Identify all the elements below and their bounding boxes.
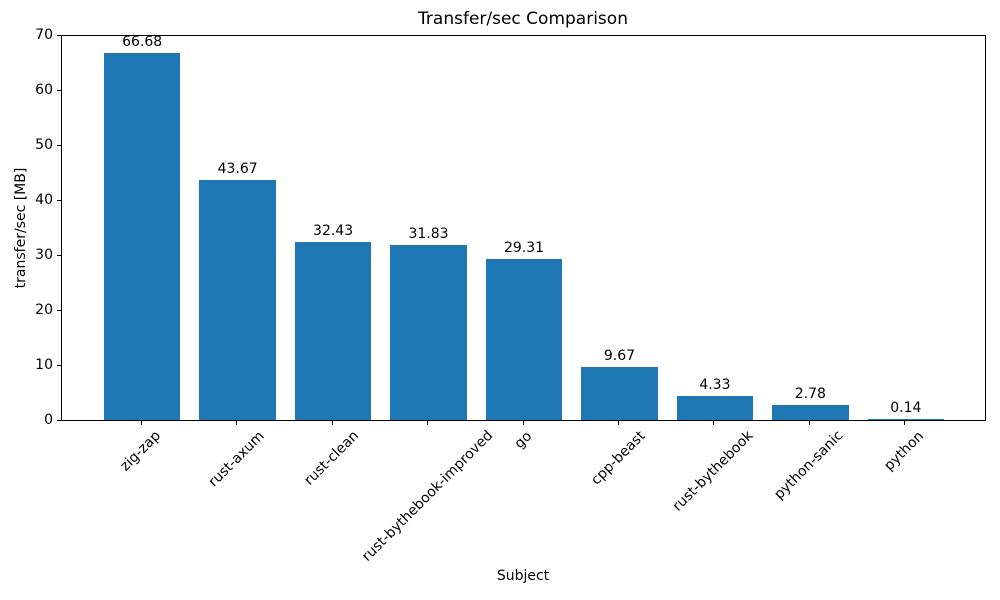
y-tick-mark (57, 89, 61, 91)
y-tick-label: 20 (35, 302, 53, 318)
y-tick-mark (57, 309, 61, 311)
x-tick-mark (427, 421, 429, 425)
x-tick-label: python-sanic (771, 427, 847, 504)
bar (485, 259, 563, 420)
plot-area: 66.68 43.67 32.43 31.83 29.31 9.67 4.33 2.78 0.1… (61, 35, 986, 421)
y-tick-label: 30 (35, 247, 53, 263)
bar (867, 419, 945, 420)
x-tick-label: rust-bythebook (670, 428, 757, 515)
x-tick-mark (140, 421, 142, 425)
y-tick-mark (57, 34, 61, 36)
x-tick-label: zig-zap (117, 427, 165, 475)
bar-value-label: 66.68 (122, 34, 163, 50)
y-tick-label: 40 (35, 192, 53, 208)
x-tick-mark (713, 421, 715, 425)
x-tick-label: rust-clean (301, 427, 363, 489)
bar (390, 245, 467, 420)
x-tick-mark (236, 421, 238, 425)
x-tick-mark (522, 421, 524, 425)
x-axis-label: Subject (496, 568, 550, 584)
bar-value-label: 31.83 (408, 226, 449, 242)
x-tick-mark (331, 421, 333, 425)
bar (104, 53, 181, 420)
x-tick-label: python (881, 427, 928, 474)
y-axis-label: transfer/sec [MB] (13, 167, 29, 289)
x-tick-mark (808, 421, 810, 425)
y-tick-label: 60 (35, 82, 53, 98)
x-tick-label: go (511, 427, 535, 452)
x-tick-mark (904, 421, 906, 425)
bar (676, 396, 754, 420)
y-tick-mark (57, 364, 61, 366)
y-tick-label: 70 (35, 27, 53, 43)
bar (581, 367, 658, 420)
bar (772, 405, 849, 420)
bar-value-label: 43.67 (217, 161, 258, 177)
y-tick-label: 0 (44, 412, 53, 428)
bar-value-label: 2.78 (794, 386, 826, 402)
y-tick-mark (57, 144, 61, 146)
bar (294, 242, 372, 420)
chart-title: Transfer/sec Comparison (418, 9, 628, 29)
bar (199, 180, 276, 420)
bar-value-label: 32.43 (313, 223, 354, 239)
bar-value-label: 0.14 (890, 400, 922, 416)
x-tick-mark (617, 421, 619, 425)
x-tick-label: rust-axum (205, 428, 268, 491)
bar-value-label: 4.33 (699, 377, 731, 393)
bar-value-label: 9.67 (603, 348, 636, 364)
y-tick-mark (57, 254, 61, 256)
y-tick-mark (57, 419, 61, 421)
y-tick-label: 10 (35, 357, 53, 373)
y-tick-mark (57, 199, 61, 201)
y-tick-label: 50 (35, 137, 53, 153)
x-tick-label: cpp-beast (588, 427, 649, 489)
bar-value-label: 29.31 (503, 240, 545, 256)
x-tick-label: rust-bythebook-improved (358, 427, 496, 566)
